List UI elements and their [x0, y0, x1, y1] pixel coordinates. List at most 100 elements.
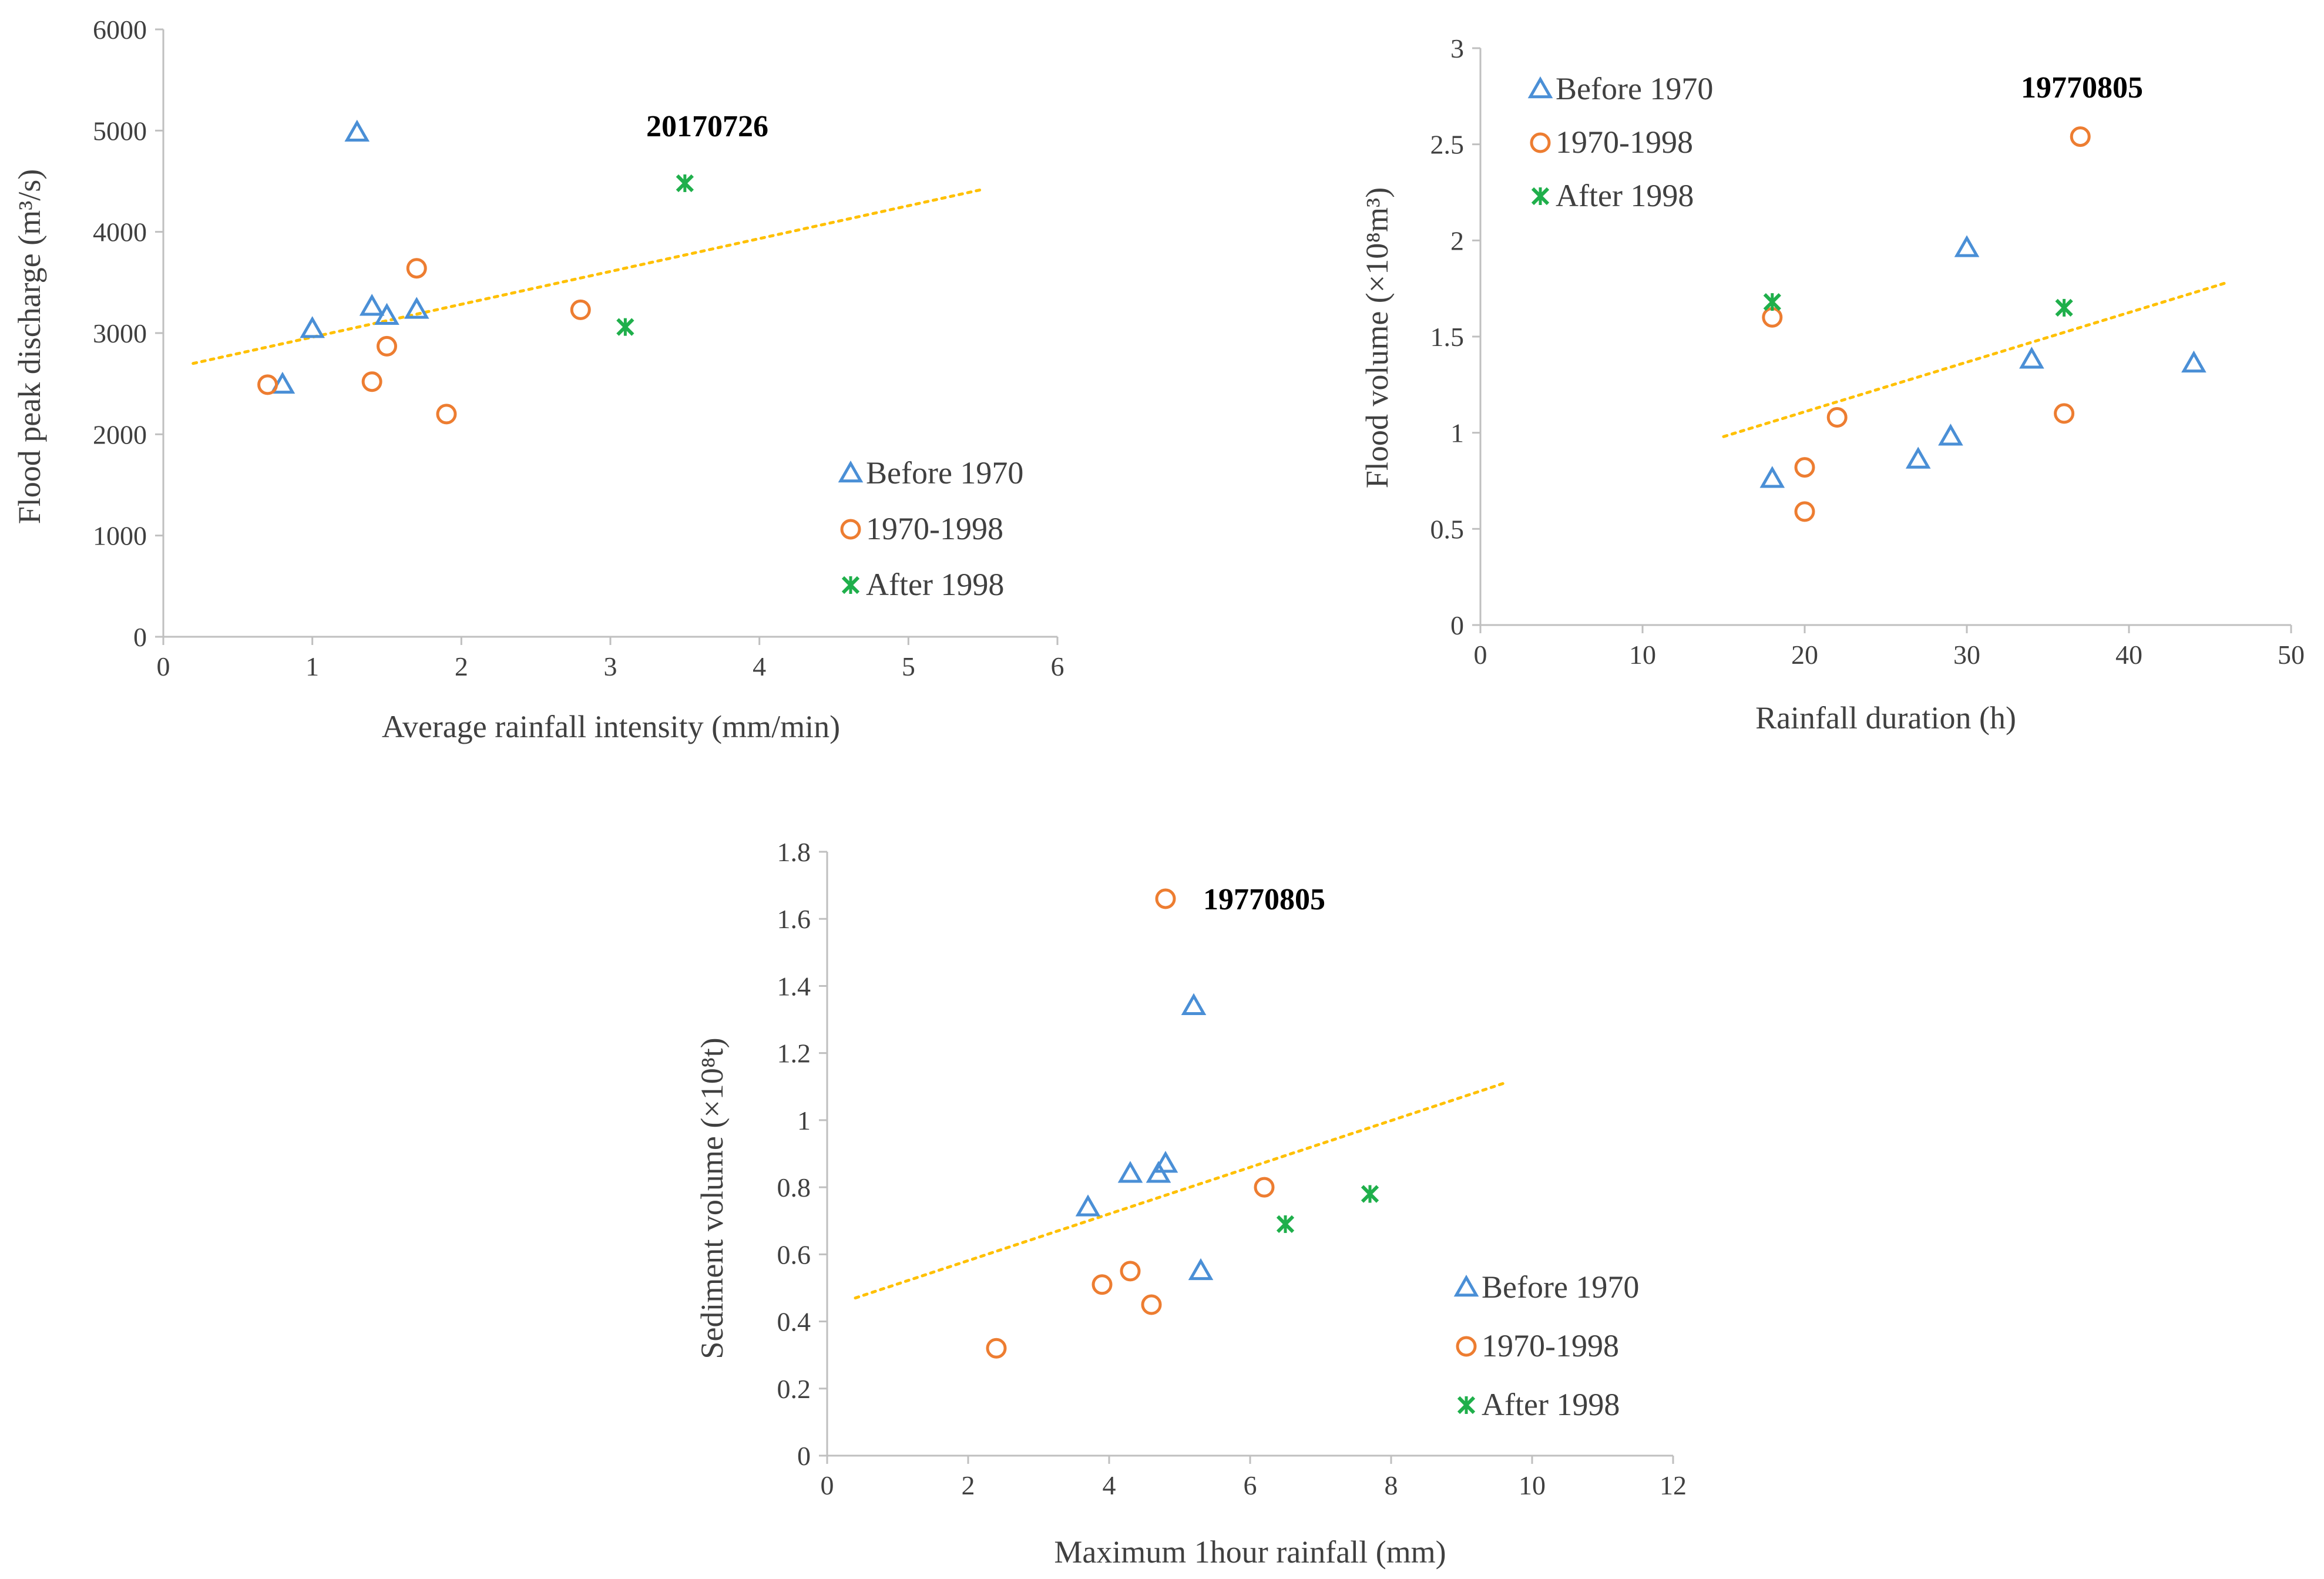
legend-triangle-icon — [838, 460, 864, 483]
y-axis-title: Flood peak discharge (m³/s) — [12, 169, 47, 525]
x-tick-label: 4 — [1103, 1470, 1116, 1500]
legend-label: After 1998 — [1556, 178, 1694, 213]
data-point-circle — [361, 371, 382, 392]
legend-circle-icon — [1530, 132, 1551, 153]
data-point-circle — [406, 258, 427, 279]
data-point-triangle — [1188, 1258, 1214, 1281]
data-point-triangle — [1075, 1194, 1101, 1217]
data-point-star — [1276, 1215, 1295, 1234]
data-point-circle — [1762, 307, 1783, 328]
data-point-star — [1763, 293, 1781, 311]
data-point-triangle — [1938, 424, 1963, 446]
legend-item-1970-1998: 1970-1998 — [1530, 125, 1693, 160]
data-point-circle — [1092, 1274, 1113, 1295]
y-tick-label: 5000 — [93, 116, 147, 146]
legend-marker — [838, 460, 864, 483]
legend-item-before-1970: Before 1970 — [1527, 71, 1713, 106]
data-point-star — [1361, 1185, 1379, 1203]
x-tick-label: 5 — [902, 651, 915, 681]
data-point-circle — [2054, 403, 2075, 424]
y-tick-label: 6000 — [93, 15, 147, 45]
legend-marker — [1530, 132, 1551, 153]
data-point-triangle — [2181, 350, 2207, 373]
annotation-label: 19770805 — [2021, 71, 2143, 105]
legend-marker — [1453, 1274, 1479, 1297]
y-tick-label: 1.4 — [777, 971, 811, 1001]
y-tick-label: 0.2 — [777, 1374, 811, 1404]
data-point-triangle — [374, 303, 399, 325]
legend-item-after-1998: After 1998 — [1531, 178, 1694, 213]
data-point-triangle — [1954, 235, 1980, 257]
legend-label: After 1998 — [866, 567, 1004, 602]
legend-label: 1970-1998 — [1556, 125, 1693, 160]
x-tick-label: 6 — [1244, 1470, 1257, 1500]
y-tick-label: 1 — [797, 1106, 811, 1135]
y-tick-label: 0.8 — [777, 1173, 811, 1202]
x-tick-label: 0 — [157, 651, 170, 681]
y-tick-label: 2 — [1450, 226, 1464, 256]
y-tick-label: 1 — [1450, 418, 1464, 448]
data-point-triangle — [2019, 347, 2044, 369]
legend: Before 1970 1970-1998 After 1998 — [1453, 1269, 1639, 1422]
data-point-triangle — [1153, 1151, 1178, 1173]
y-tick-label: 0.4 — [777, 1307, 811, 1337]
data-point-circle — [570, 299, 591, 320]
x-tick-label: 2 — [962, 1470, 975, 1500]
legend-label: 1970-1998 — [1482, 1328, 1619, 1363]
x-tick-label: 30 — [1953, 640, 1980, 670]
legend-triangle-icon — [1453, 1274, 1479, 1297]
data-point-circle — [377, 335, 397, 357]
x-axis-title: Average rainfall intensity (mm/min) — [382, 709, 840, 744]
y-tick-label: 4000 — [93, 217, 147, 247]
legend-label: Before 1970 — [866, 455, 1023, 491]
legend-item-before-1970: Before 1970 — [838, 455, 1023, 491]
legend-circle-icon — [1456, 1336, 1477, 1357]
x-tick-label: 3 — [604, 651, 617, 681]
data-point-star — [616, 318, 634, 336]
y-axis-title: Sediment volume (×10⁸t) — [694, 1037, 730, 1359]
legend-star-icon — [1457, 1396, 1476, 1415]
trendline — [192, 187, 985, 365]
legend-star-icon — [1531, 187, 1550, 206]
data-point-circle — [1794, 457, 1815, 478]
legend-item-after-1998: After 1998 — [841, 567, 1004, 602]
x-tick-label: 1 — [305, 651, 319, 681]
data-point-star — [676, 174, 694, 193]
data-point-triangle — [1905, 446, 1931, 469]
y-tick-label: 2.5 — [1430, 130, 1465, 160]
data-point-circle — [1120, 1261, 1141, 1282]
data-point-circle — [1826, 406, 1848, 428]
legend-label: After 1998 — [1482, 1387, 1620, 1422]
x-tick-label: 6 — [1051, 651, 1064, 681]
x-tick-label: 50 — [2278, 640, 2305, 670]
x-tick-label: 10 — [1519, 1470, 1546, 1500]
x-tick-label: 2 — [455, 651, 468, 681]
data-point-circle — [1155, 888, 1176, 909]
x-tick-label: 20 — [1791, 640, 1818, 670]
legend-label: Before 1970 — [1482, 1269, 1639, 1305]
legend-marker — [1531, 187, 1550, 206]
legend-marker — [1527, 76, 1553, 99]
annotation-label: 19770805 — [1203, 883, 1325, 916]
legend-triangle-icon — [1527, 76, 1553, 99]
data-point-circle — [1794, 501, 1815, 522]
data-point-star — [2055, 298, 2073, 317]
x-tick-label: 8 — [1385, 1470, 1398, 1500]
legend-marker — [841, 576, 860, 594]
data-point-circle — [1141, 1294, 1162, 1315]
data-point-triangle — [1117, 1161, 1143, 1183]
y-tick-label: 1.8 — [777, 837, 811, 867]
x-axis-title: Maximum 1hour rainfall (mm) — [1054, 1534, 1446, 1570]
y-tick-label: 2000 — [93, 419, 147, 449]
data-point-circle — [1254, 1177, 1275, 1198]
x-tick-label: 10 — [1629, 640, 1656, 670]
y-tick-label: 0.5 — [1430, 514, 1465, 544]
chart-peak-discharge: 0 1000 2000 3000 4000 5000 6000 0 1 2 3 4 5 6 Average… — [12, 15, 1064, 744]
x-tick-label: 12 — [1660, 1470, 1687, 1500]
legend-label: 1970-1998 — [866, 511, 1003, 546]
y-tick-label: 0 — [797, 1441, 811, 1471]
y-tick-label: 1.2 — [777, 1039, 811, 1069]
y-tick-label: 0 — [1450, 610, 1464, 640]
x-axis-title: Rainfall duration (h) — [1755, 700, 2016, 735]
